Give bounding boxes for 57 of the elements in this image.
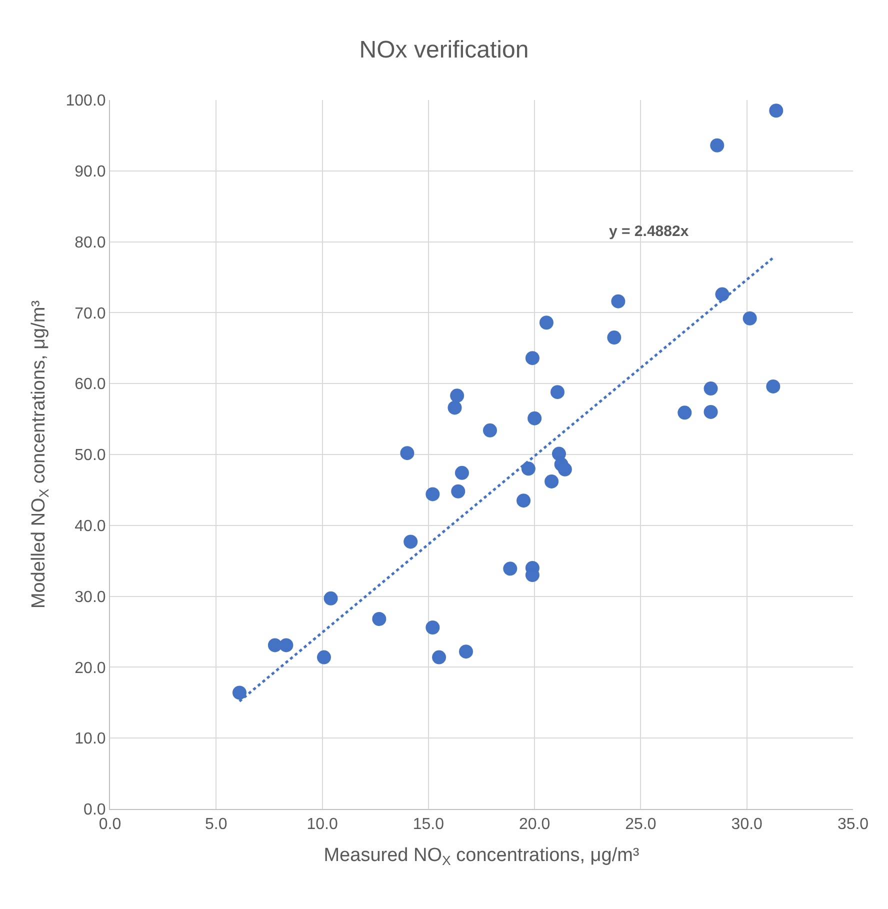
- point: [324, 591, 338, 606]
- y-tick-label: 30.0: [74, 588, 106, 606]
- x-axis-title: Measured NO$_{X}$ concentrations, μg/m³: [324, 845, 640, 868]
- point: [607, 330, 622, 345]
- point: [704, 404, 718, 419]
- point: [482, 423, 497, 438]
- y-tick-label: 40.0: [74, 518, 106, 535]
- y-tick-label: 90.0: [74, 164, 106, 180]
- y-tick-label: 0.0: [84, 802, 106, 819]
- point: [454, 466, 469, 480]
- point: [525, 351, 540, 366]
- y-tick-label: 60.0: [74, 376, 106, 394]
- point: [611, 294, 626, 308]
- point: [372, 612, 386, 626]
- point: [451, 484, 466, 498]
- annotation: y = 2.4882x: [609, 223, 690, 240]
- point: [550, 385, 564, 400]
- x-tick-label: 0.0: [98, 816, 122, 834]
- y-tick-label: 10.0: [74, 730, 106, 748]
- point: [715, 287, 730, 302]
- point: [503, 562, 518, 576]
- point: [448, 400, 462, 415]
- y-tick-label: 20.0: [74, 660, 106, 677]
- x-tick-label: 10.0: [306, 816, 338, 834]
- x-tick-label: 25.0: [625, 816, 656, 834]
- point: [459, 644, 473, 659]
- point: [404, 534, 418, 549]
- point: [521, 462, 536, 476]
- point: [432, 650, 446, 664]
- y-tick-label: 70.0: [74, 305, 106, 322]
- chart-title: NOx verification: [359, 36, 529, 64]
- point: [279, 638, 294, 652]
- x-tick-label: 30.0: [731, 816, 763, 834]
- point: [710, 138, 724, 152]
- x-tick-label: 15.0: [412, 816, 444, 834]
- x-tick-label: 35.0: [837, 816, 869, 834]
- y-tick-label: 100.0: [66, 92, 106, 110]
- point: [316, 650, 331, 664]
- point: [426, 620, 440, 634]
- point: [766, 379, 780, 394]
- y-tick-label: 80.0: [74, 234, 106, 252]
- point: [516, 494, 531, 508]
- point: [232, 686, 246, 700]
- point: [742, 311, 757, 326]
- point: [528, 411, 542, 426]
- point: [450, 388, 464, 403]
- point: [558, 462, 572, 476]
- x-tick-label: 5.0: [205, 816, 228, 834]
- point: [704, 382, 718, 396]
- point: [769, 104, 784, 118]
- point: [426, 487, 440, 502]
- point: [678, 406, 692, 420]
- point: [539, 316, 554, 330]
- point: [544, 474, 559, 488]
- x-tick-label: 20.0: [519, 816, 550, 834]
- point: [400, 446, 414, 460]
- y-tick-label: 50.0: [74, 447, 106, 464]
